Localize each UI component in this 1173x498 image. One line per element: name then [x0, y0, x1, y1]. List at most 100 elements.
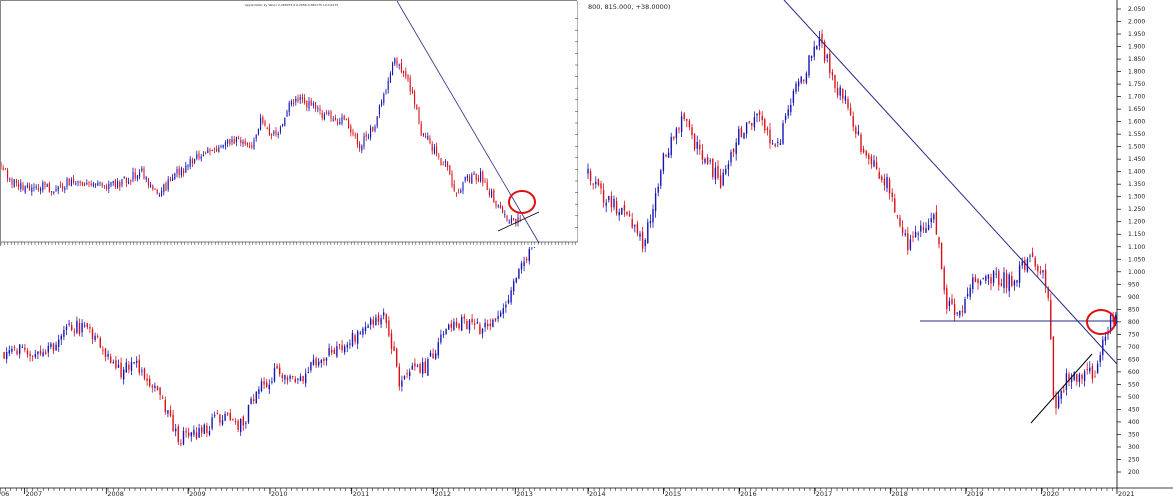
- candle-body: [751, 123, 753, 126]
- x-axis-ticks: [0, 488, 1118, 494]
- candle-body: [727, 163, 730, 170]
- candle-body: [291, 375, 294, 377]
- candle-body: [233, 139, 235, 144]
- candle-body: [753, 117, 756, 128]
- candle-body: [515, 218, 517, 225]
- candle-body: [779, 143, 782, 146]
- candle-body: [589, 171, 592, 182]
- candle-body: [466, 320, 468, 330]
- candle-body: [667, 152, 670, 158]
- candle-body: [18, 183, 20, 187]
- main-header-text: 800, 815.000, +38.0000): [588, 3, 670, 11]
- candle-body: [985, 276, 987, 281]
- candle-body: [65, 326, 68, 330]
- candle-body: [675, 128, 678, 139]
- candle-body: [238, 138, 240, 140]
- candle-body: [180, 168, 182, 176]
- candle-body: [959, 310, 961, 316]
- candle-body: [122, 369, 125, 380]
- candle-body: [907, 233, 909, 251]
- candle-body: [644, 240, 646, 247]
- inset-header-text: Apple Data: 2y Yahoo 2.260075.0 0.2056 0…: [245, 3, 338, 7]
- candle-body: [709, 160, 711, 162]
- candle-body: [198, 428, 200, 438]
- candle-body: [13, 179, 15, 187]
- candle-body: [11, 348, 13, 352]
- candle-body: [442, 164, 444, 166]
- candle-body: [662, 153, 665, 172]
- candle-body: [823, 41, 826, 62]
- candle-body: [654, 193, 657, 212]
- candle-body: [738, 128, 740, 145]
- candle-body: [31, 355, 34, 357]
- candle-body: [748, 121, 750, 123]
- candle-body: [251, 145, 253, 148]
- candle-body: [1063, 390, 1065, 392]
- candle-body: [518, 268, 520, 279]
- candle-body: [1026, 258, 1029, 272]
- candle-body: [185, 165, 187, 173]
- candle-body: [943, 267, 945, 291]
- candle-body: [219, 414, 221, 423]
- candle-body: [133, 362, 135, 364]
- candle-body: [1044, 269, 1047, 287]
- candle-body: [458, 192, 460, 194]
- candle-body: [53, 191, 55, 194]
- candle-body: [1104, 336, 1107, 341]
- candle-body: [471, 318, 473, 323]
- candle-body: [341, 116, 343, 124]
- candle-body: [440, 334, 442, 343]
- candle-body: [712, 158, 714, 178]
- candle-body: [436, 146, 438, 155]
- candle-body: [1024, 260, 1026, 270]
- candle-body: [455, 322, 458, 327]
- candle-body: [688, 120, 691, 128]
- candle-body: [354, 134, 356, 136]
- candle-body: [388, 320, 390, 336]
- candle-body: [1008, 274, 1010, 292]
- candle-body: [147, 178, 149, 186]
- candle-body: [57, 186, 59, 191]
- candle-body: [231, 139, 233, 143]
- candle-body: [628, 214, 631, 217]
- inset-breakout-circle: [508, 190, 536, 214]
- candle-body: [420, 123, 422, 136]
- candle-body: [42, 352, 44, 357]
- candle-body: [482, 171, 484, 183]
- y-tick-label: 2.000: [1128, 19, 1145, 26]
- candle-body: [96, 336, 99, 338]
- candle-body: [108, 183, 110, 189]
- candle-body: [418, 107, 420, 124]
- candle-body: [998, 270, 1000, 286]
- candle-body: [195, 432, 198, 439]
- candle-body: [190, 432, 192, 437]
- inset-descending-trendline: [396, 0, 540, 244]
- candle-body: [20, 183, 22, 189]
- candle-body: [855, 127, 857, 134]
- candle-body: [68, 323, 70, 325]
- candle-body: [258, 389, 260, 394]
- candle-body: [725, 168, 727, 174]
- candle-body: [106, 186, 108, 189]
- x-tick-label: 06: [1, 490, 9, 498]
- candle-body: [395, 348, 398, 367]
- candle-body: [123, 176, 125, 178]
- candle-body: [992, 270, 995, 283]
- candle-body: [284, 375, 286, 380]
- candle-body: [189, 158, 191, 167]
- candle-body: [284, 118, 286, 126]
- candle-body: [649, 220, 652, 224]
- candle-body: [255, 391, 257, 404]
- candle-body: [432, 353, 434, 359]
- candle-body: [844, 96, 847, 101]
- y-tick-label: 300: [1128, 444, 1140, 451]
- candle-body: [91, 329, 94, 340]
- y-tick-label: 1.700: [1128, 94, 1145, 101]
- candle-body: [29, 185, 31, 191]
- candle-body: [515, 277, 517, 283]
- candle-body: [338, 344, 341, 346]
- candle-body: [699, 144, 701, 150]
- candle-body: [1102, 339, 1104, 356]
- candle-body: [920, 225, 922, 232]
- candle-body: [279, 127, 281, 132]
